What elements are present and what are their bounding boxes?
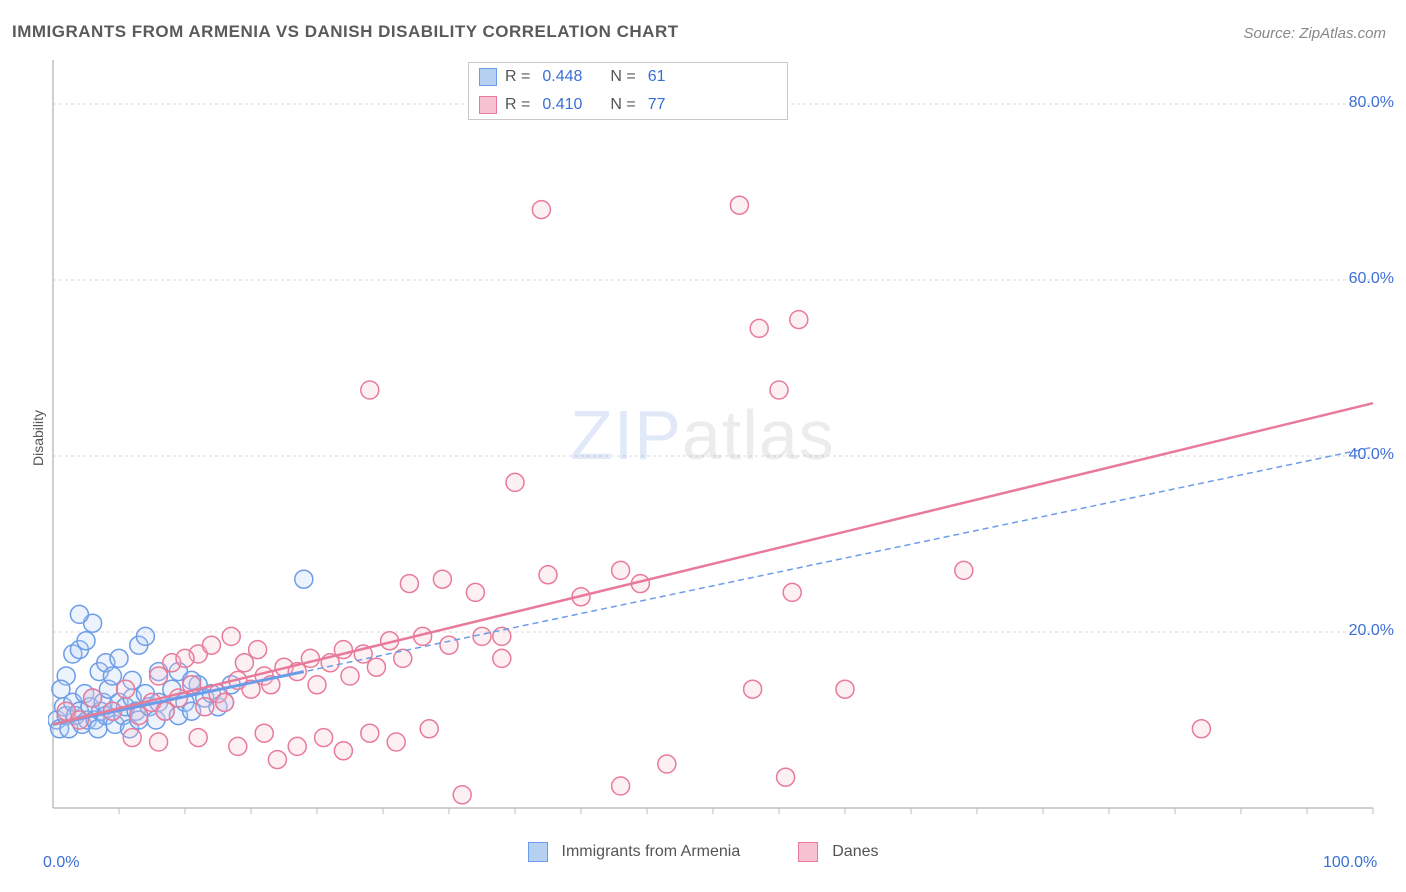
legend-n-value-2: 77 xyxy=(648,96,666,114)
legend-r-value-1: 0.448 xyxy=(542,68,582,86)
x-tick-label: 100.0% xyxy=(1323,854,1377,872)
x-axis-legend: Immigrants from Armenia Danes xyxy=(0,842,1406,862)
legend-row-armenia: R = 0.448 N = 61 xyxy=(469,63,787,91)
x-legend-swatch-armenia xyxy=(528,842,548,862)
legend-r-value-2: 0.410 xyxy=(542,96,582,114)
x-legend-swatch-danes xyxy=(798,842,818,862)
x-legend-label-armenia: Immigrants from Armenia xyxy=(562,843,741,861)
y-axis-label: Disability xyxy=(30,410,46,466)
x-tick-label: 0.0% xyxy=(43,854,79,872)
y-tick-label: 20.0% xyxy=(1349,622,1394,640)
y-tick-label: 80.0% xyxy=(1349,94,1394,112)
source-attribution: Source: ZipAtlas.com xyxy=(1243,25,1386,42)
stats-legend: R = 0.448 N = 61 R = 0.410 N = 77 xyxy=(468,62,788,120)
y-tick-label: 60.0% xyxy=(1349,270,1394,288)
legend-r-label-2: R = xyxy=(505,96,530,114)
x-legend-label-danes: Danes xyxy=(832,843,878,861)
legend-n-label-1: N = xyxy=(610,68,635,86)
legend-n-label-2: N = xyxy=(610,96,635,114)
legend-n-value-1: 61 xyxy=(648,68,666,86)
scatter-plot xyxy=(48,55,1388,835)
legend-row-danes: R = 0.410 N = 77 xyxy=(469,91,787,119)
legend-swatch-armenia xyxy=(479,68,497,86)
legend-r-label-1: R = xyxy=(505,68,530,86)
legend-swatch-danes xyxy=(479,96,497,114)
chart-title: IMMIGRANTS FROM ARMENIA VS DANISH DISABI… xyxy=(12,22,679,42)
y-tick-label: 40.0% xyxy=(1349,446,1394,464)
